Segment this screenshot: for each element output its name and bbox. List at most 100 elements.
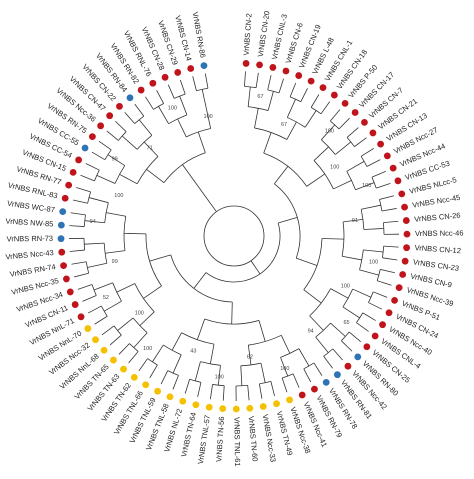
leaf-marker [131, 374, 138, 381]
branch [349, 332, 361, 342]
branch [172, 333, 182, 351]
branch [278, 217, 297, 223]
leaf-marker [372, 333, 379, 340]
branch [316, 337, 329, 353]
branch [99, 141, 111, 150]
leaf-marker [58, 235, 65, 242]
branch [333, 349, 343, 360]
branch [290, 83, 296, 97]
branch [95, 316, 108, 324]
branch [115, 121, 126, 131]
leaf-marker [398, 190, 405, 197]
leaf-marker [404, 231, 411, 238]
leaf-marker [334, 371, 341, 378]
leaf-marker [120, 366, 127, 373]
leaf-marker [399, 271, 406, 278]
leaf-label: VrNBS CN-26 [414, 211, 461, 224]
branch [110, 335, 121, 345]
leaf-marker [97, 122, 104, 129]
branch [143, 286, 161, 298]
leaf-marker [295, 72, 302, 79]
branch [331, 289, 349, 299]
leaf-marker [78, 313, 85, 320]
leaf-marker [379, 321, 386, 328]
branch [210, 384, 212, 399]
bootstrap-value: 71 [147, 145, 153, 151]
branch [347, 128, 358, 138]
branch [94, 283, 113, 290]
branch [71, 213, 86, 215]
branch [157, 90, 164, 103]
branch [120, 174, 138, 183]
leaf-marker [82, 145, 89, 152]
branch [152, 345, 163, 362]
branch [376, 183, 390, 188]
leaf-marker [206, 404, 213, 411]
leaf-marker [67, 289, 74, 296]
leaf-marker [246, 405, 253, 412]
branch [194, 273, 206, 289]
bootstrap-value: 52 [103, 295, 109, 301]
branch [117, 284, 135, 293]
branch [223, 386, 224, 401]
leaf-label: VrNBS RN-73 [7, 234, 54, 244]
leaf-marker [92, 336, 99, 343]
leaf-marker [370, 130, 377, 137]
branch [287, 122, 297, 140]
branch [363, 250, 383, 252]
branch [210, 344, 214, 364]
leaf-marker [256, 61, 263, 68]
bootstrap-value: 100 [341, 283, 350, 289]
branch [384, 246, 399, 247]
branch [150, 365, 158, 378]
branch [78, 284, 92, 289]
bootstrap-value: 99 [112, 259, 118, 265]
branch [314, 147, 329, 161]
leaf-marker [65, 182, 72, 189]
branch [343, 307, 360, 318]
bootstrap-value: 100 [325, 128, 334, 134]
branch [304, 369, 311, 382]
branch [97, 175, 115, 183]
branch [268, 75, 271, 90]
branch [83, 295, 97, 301]
branch [139, 120, 152, 135]
bootstrap-value: 100 [168, 106, 177, 112]
leaf-marker [396, 284, 403, 291]
leaf-marker [320, 84, 327, 91]
leaf-marker [377, 141, 384, 148]
leaf-marker [63, 276, 70, 283]
branch [382, 208, 397, 211]
leaf-marker [89, 133, 96, 140]
branch [347, 161, 364, 171]
branch [185, 379, 189, 393]
branch [281, 335, 290, 353]
branch [293, 374, 299, 388]
leaf-marker [75, 157, 82, 164]
bootstrap-value: 100 [280, 366, 289, 372]
branch [76, 188, 90, 192]
branch [198, 132, 205, 153]
branch [193, 76, 197, 91]
branch [274, 184, 300, 258]
branch [339, 118, 350, 129]
branch [251, 261, 260, 274]
bootstrap-value: 100 [369, 260, 378, 266]
branch [322, 238, 344, 239]
leaf-marker [403, 244, 410, 251]
leaf-marker [286, 396, 293, 403]
branch [305, 110, 316, 127]
branch [105, 251, 125, 254]
branch [259, 384, 262, 399]
branch [180, 96, 187, 115]
branch [89, 198, 108, 203]
branch [106, 213, 126, 217]
leaf-label: VrNBS TN-60 [247, 416, 260, 462]
bootstrap-value: 62 [247, 354, 253, 360]
leaf-marker [283, 68, 290, 75]
branch [354, 138, 366, 147]
branch [361, 205, 381, 209]
branch [373, 292, 387, 298]
branch [205, 74, 208, 89]
leaf-marker [72, 301, 79, 308]
